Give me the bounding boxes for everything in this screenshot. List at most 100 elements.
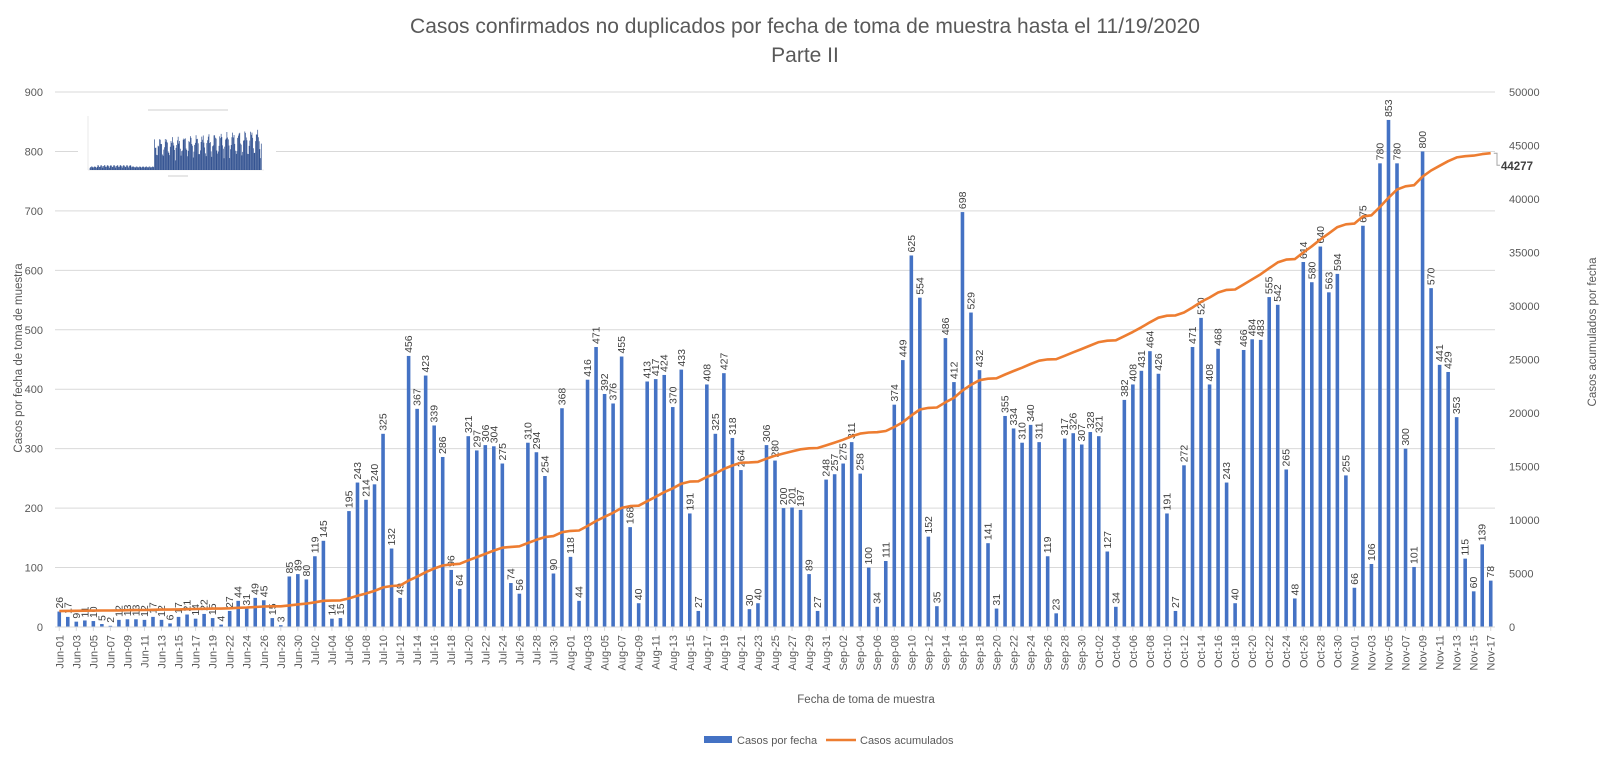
x-tick-label: Sep-02: [838, 635, 850, 670]
bar-data-label: 555: [1264, 276, 1276, 294]
bar-data-label: 325: [710, 413, 722, 431]
bar: [739, 470, 743, 627]
bar: [679, 369, 684, 627]
bar-data-label: 89: [804, 559, 816, 571]
bar-data-label: 191: [1161, 493, 1173, 511]
x-tick-label: Sep-06: [872, 635, 884, 670]
bar: [909, 255, 914, 627]
x-tick-label: Aug-15: [685, 635, 697, 670]
bar-data-label: 30: [744, 594, 756, 606]
bar: [253, 597, 258, 627]
x-tick-label: Aug-05: [600, 635, 612, 670]
bar: [185, 614, 189, 627]
gridlines: [55, 91, 1495, 569]
y-tick-label: 300: [25, 444, 43, 456]
bar: [338, 618, 343, 627]
bar-data-label: 90: [548, 559, 560, 571]
bar: [994, 608, 999, 627]
bar: [432, 425, 436, 627]
cumulative-final-label: 44277: [1501, 161, 1533, 173]
y-axis-right: 0 5000 10000 15000 20000 25000 30000 35000 40000…: [1509, 87, 1540, 634]
bar-data-label: 570: [1426, 267, 1438, 285]
bar-data-label: 132: [386, 528, 398, 546]
x-tick-label: Jul-06: [344, 635, 356, 665]
bar-data-label: 328: [1085, 411, 1097, 429]
bar: [1403, 448, 1408, 627]
bar-data-label: 353: [1451, 396, 1463, 414]
bar: [602, 393, 607, 627]
bar: [619, 356, 624, 627]
bar: [918, 297, 922, 627]
x-tick-label: Nov-03: [1366, 635, 1378, 670]
bar-data-label: 625: [906, 235, 918, 253]
final-label-leader: [1493, 152, 1500, 166]
x-tick-label: Aug-07: [617, 635, 629, 670]
y-tick-label: 800: [25, 146, 43, 158]
bar-data-label: 310: [522, 422, 534, 440]
bar-data-label: 152: [923, 516, 935, 534]
bar: [1361, 225, 1365, 627]
x-tick-label: Nov-13: [1452, 635, 1464, 670]
bar-data-label: 44: [574, 586, 586, 598]
y-axis-left: 0 100 200 300 400 500 600 700 800 900: [25, 87, 43, 634]
bar: [883, 561, 888, 627]
bar: [935, 606, 939, 627]
x-tick-label: Oct-18: [1230, 635, 1242, 668]
legend-swatch-bars: [704, 736, 732, 743]
bar: [100, 624, 104, 627]
bar-data-label: 800: [1417, 131, 1429, 149]
bar: [713, 433, 718, 627]
bar: [287, 576, 292, 627]
bar: [1429, 288, 1433, 627]
bar: [1318, 246, 1323, 628]
bar-data-label: 265: [1281, 449, 1293, 467]
bar-data-label: 200: [778, 487, 790, 505]
y2-tick-label: 30000: [1509, 301, 1540, 313]
x-tick-label: Aug-27: [787, 635, 799, 670]
bar-data-label: 408: [1204, 364, 1216, 382]
bar-data-label: 432: [974, 350, 986, 368]
bar: [730, 437, 735, 627]
bar-data-label: 426: [1153, 353, 1165, 371]
bar-data-label: 15: [335, 603, 347, 615]
x-axis: Jun-01 Jun-03 Jun-05 Jun-07 Jun-09 Jun-11 Jun-…: [54, 627, 1498, 670]
bar: [1190, 347, 1195, 627]
x-tick-label: Oct-22: [1264, 635, 1276, 668]
bar-data-label: 119: [1042, 536, 1054, 553]
x-tick-label: Sep-28: [1060, 635, 1072, 670]
bar: [1463, 558, 1467, 627]
bar: [372, 484, 377, 627]
bar: [398, 597, 402, 627]
bar-data-label: 275: [838, 443, 850, 461]
bar-data-label: 6: [165, 614, 177, 620]
bar: [406, 355, 411, 627]
bar: [824, 479, 828, 627]
legend-label-bars: Casos por fecha: [737, 735, 818, 747]
bar: [202, 613, 206, 627]
bar-data-label: 412: [948, 361, 960, 379]
bar: [841, 463, 845, 627]
y2-axis-title: Casos acumulados por fecha: [1587, 257, 1599, 407]
bar: [261, 600, 266, 627]
bar: [577, 600, 581, 627]
x-tick-label: Jul-18: [446, 635, 458, 665]
x-tick-label: Sep-20: [992, 635, 1004, 670]
bar: [628, 527, 632, 627]
bar: [1088, 432, 1093, 627]
x-tick-label: Oct-10: [1162, 635, 1174, 668]
y2-tick-label: 10000: [1509, 515, 1540, 527]
x-tick-label: Jun-13: [157, 635, 169, 669]
bar-data-label: 382: [1119, 379, 1131, 397]
bar: [653, 379, 658, 627]
bar: [943, 338, 948, 627]
bar: [1275, 304, 1280, 627]
bar-data-label: 307: [1076, 424, 1088, 442]
bar-data-label: 325: [378, 413, 390, 431]
y2-tick-label: 35000: [1509, 248, 1540, 260]
bar-data-label: 100: [863, 547, 875, 565]
bar: [969, 312, 973, 627]
bar: [1344, 475, 1348, 627]
bar-data-label: 368: [556, 388, 568, 406]
y-tick-label: 700: [25, 206, 43, 218]
x-tick-label: Sep-30: [1077, 635, 1089, 670]
